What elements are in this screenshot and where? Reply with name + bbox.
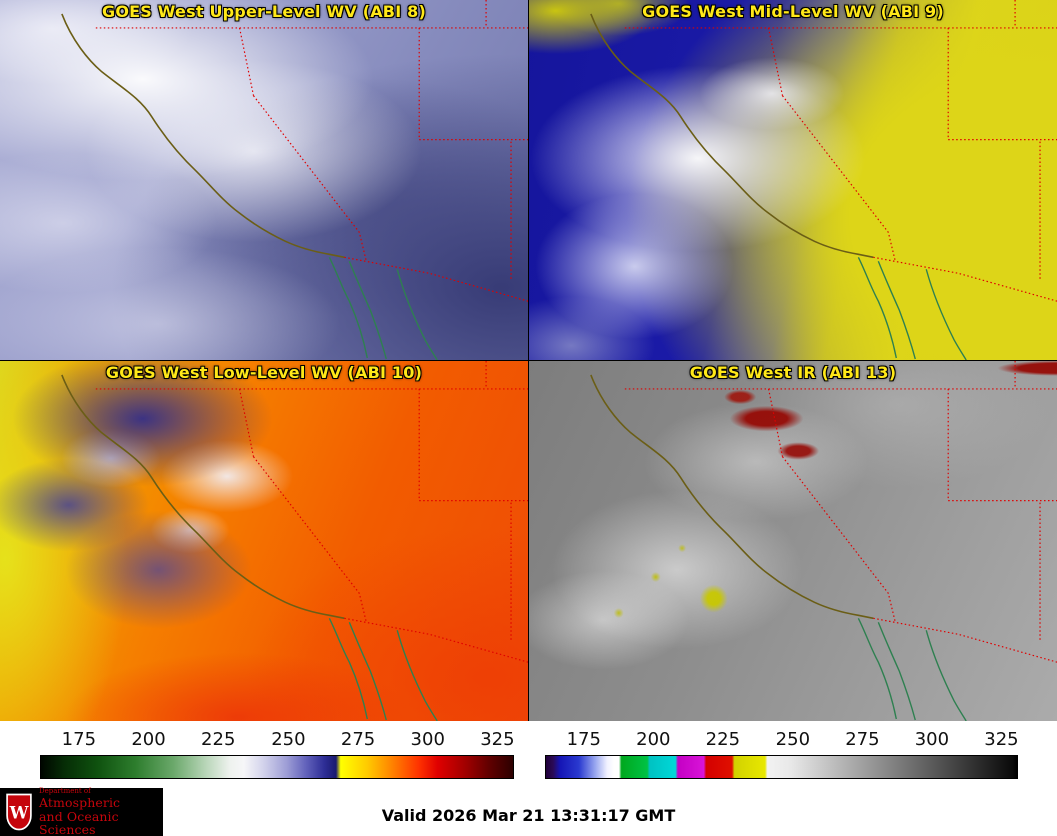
tick-label: 275 (845, 729, 880, 750)
crest-letter: W (9, 802, 30, 822)
panel-low-level-wv: GOES West Low-Level WV (ABI 10) (0, 361, 528, 721)
map-overlay (61, 0, 528, 360)
colorbar-right-ticks: 175 200 225 250 275 300 325 (545, 725, 1019, 755)
tick-label: 200 (636, 729, 671, 750)
uw-crest-icon: W (6, 793, 32, 831)
panel-title-upper-wv: GOES West Upper-Level WV (ABI 8) (102, 2, 426, 21)
ir-colorbar-gradient (545, 755, 1018, 779)
panel-title-ir: GOES West IR (ABI 13) (689, 363, 897, 382)
panel-title-low-wv: GOES West Low-Level WV (ABI 10) (105, 363, 423, 382)
tick-label: 175 (566, 729, 601, 750)
uw-aos-logo: W Department of Atmospheric and Oceanic … (0, 787, 163, 836)
colorbar-left-ticks: 175 200 225 250 275 300 325 (40, 725, 515, 755)
map-overlay (590, 0, 1057, 360)
colorbar-left: 175 200 225 250 275 300 325 (40, 725, 515, 779)
logo-line-2: Atmospheric (39, 795, 121, 811)
panel-ir: GOES West IR (ABI 13) (529, 361, 1057, 721)
logo-line-1: Department of (39, 787, 91, 796)
panel-mid-level-wv: GOES West Mid-Level WV (ABI 9) (529, 0, 1057, 360)
logo-line-3: and Oceanic Sciences (39, 808, 119, 836)
tick-label: 250 (271, 729, 306, 750)
tick-label: 325 (984, 729, 1019, 750)
colorbar-right: 175 200 225 250 275 300 325 (545, 725, 1019, 779)
footer: W Department of Atmospheric and Oceanic … (0, 787, 1057, 836)
tick-label: 225 (201, 729, 236, 750)
tick-label: 300 (410, 729, 445, 750)
tick-label: 275 (340, 729, 376, 750)
colorbar-row: 175 200 225 250 275 300 325 175 200 225 … (0, 721, 1057, 788)
wv-colorbar-gradient (40, 755, 514, 779)
logo-text: Department of Atmospheric and Oceanic Sc… (39, 787, 163, 836)
tick-label: 325 (480, 729, 515, 750)
satellite-quad-grid: GOES West Upper-Level WV (ABI 8) GOES We… (0, 0, 1057, 721)
panel-title-mid-wv: GOES West Mid-Level WV (ABI 9) (642, 2, 944, 21)
map-overlay (61, 361, 528, 721)
tick-label: 250 (775, 729, 811, 750)
valid-time: Valid 2026 Mar 21 13:31:17 GMT (381, 806, 676, 825)
tick-label: 225 (705, 729, 741, 750)
tick-label: 175 (61, 729, 97, 750)
map-overlay (590, 361, 1057, 721)
panel-upper-level-wv: GOES West Upper-Level WV (ABI 8) (0, 0, 528, 360)
tick-label: 200 (131, 729, 166, 750)
tick-label: 300 (914, 729, 950, 750)
